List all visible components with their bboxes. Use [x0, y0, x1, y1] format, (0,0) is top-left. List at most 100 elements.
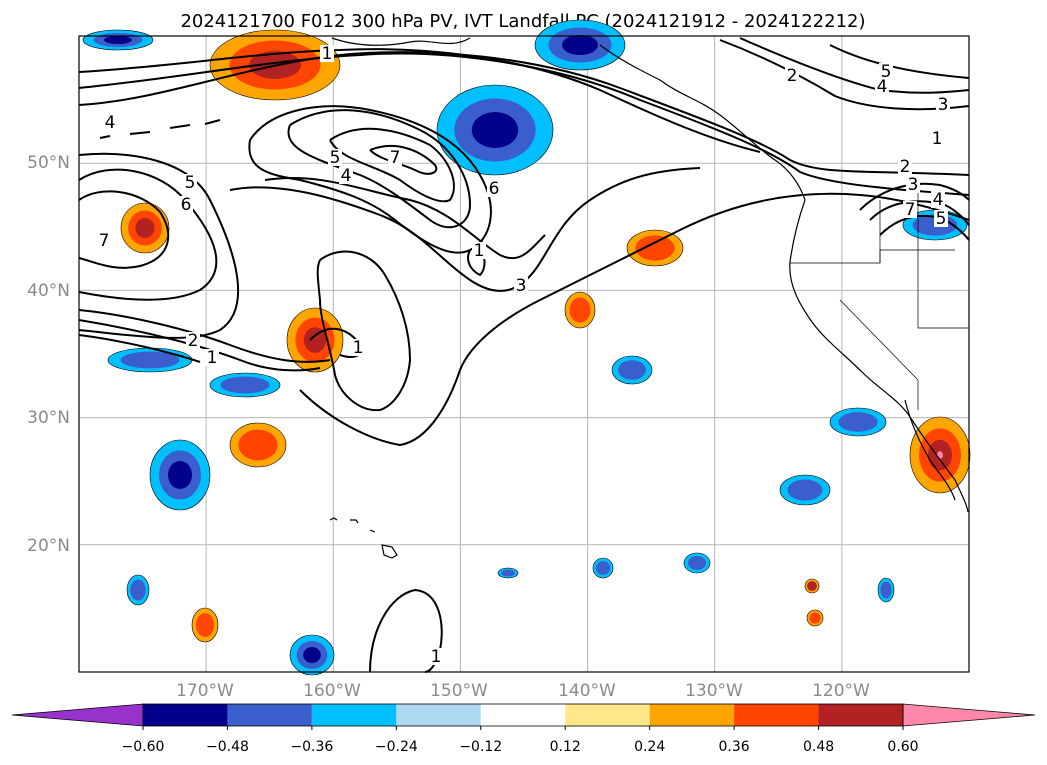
colorbar-segment — [734, 704, 819, 726]
colorbar-tick-label: −0.24 — [375, 739, 418, 755]
lon-label: 120°W — [812, 681, 870, 701]
lat-label: 20°N — [27, 536, 70, 556]
colorbar-segment — [396, 704, 481, 726]
contour-label: 7 — [390, 148, 401, 168]
anomaly-blob — [104, 36, 132, 44]
contour-label-bg — [898, 158, 912, 175]
contour-label: 6 — [181, 195, 192, 215]
anomaly-blob — [120, 351, 180, 369]
anomaly-blob — [787, 479, 823, 501]
contour-label: 5 — [881, 62, 892, 82]
anomaly-blob — [687, 556, 707, 570]
colorbar-extend-low — [11, 703, 144, 727]
contour-label: 5 — [185, 173, 196, 193]
contour-label: 2 — [188, 331, 199, 351]
colorbar-tick-label: 0.48 — [803, 739, 834, 755]
contour-label: 4 — [341, 166, 352, 186]
contour-label-bg — [320, 45, 334, 62]
anomaly-blob — [303, 327, 327, 353]
colorbar-tick-label: −0.48 — [206, 739, 249, 755]
lat-label: 40°N — [27, 281, 70, 301]
anomaly-blob — [562, 35, 598, 55]
contour-label-bg — [388, 149, 402, 166]
colorbar-tick-label: 0.36 — [719, 739, 750, 755]
contour-label: 4 — [933, 190, 944, 210]
anomaly-blob — [135, 218, 155, 238]
contour-label-bg — [903, 201, 917, 218]
coastline — [99, 37, 969, 559]
colorbar-ticks: −0.60 −0.48 −0.36 −0.24 −0.12 0.12 0.24 0.36 0.4… — [122, 726, 919, 755]
contour-label: 6 — [489, 179, 500, 199]
contour-label-bg — [339, 167, 353, 184]
map-title: 2024121700 F012 300 hPa PV, IVT Landfall… — [180, 11, 865, 32]
colorbar-tick-label: −0.60 — [122, 739, 165, 755]
anomaly-fills — [82, 19, 971, 676]
contour-label: 1 — [322, 44, 333, 64]
contour-label: 3 — [938, 95, 949, 115]
contour-label: 7 — [99, 231, 110, 251]
colorbar-tick-label: −0.12 — [459, 739, 502, 755]
contour-label: 1 — [431, 647, 442, 667]
colorbar-segment — [649, 704, 735, 726]
contour-label-bg — [97, 232, 111, 249]
lat-label: 30°N — [27, 408, 70, 428]
anomaly-blob — [195, 613, 215, 637]
lon-label: 160°W — [303, 681, 361, 701]
lon-label: 140°W — [558, 681, 616, 701]
colorbar-segment — [311, 704, 397, 726]
colorbar-segment — [818, 704, 903, 726]
contour-label: 7 — [905, 200, 916, 220]
contour-label-bg — [875, 78, 889, 95]
anomaly-blob — [501, 569, 515, 577]
anomaly-blob — [596, 561, 610, 575]
anomaly-blob — [130, 579, 146, 601]
contour-label-bg — [936, 96, 950, 113]
contour-label-bg — [351, 339, 365, 356]
colorbar — [11, 703, 1036, 727]
contour-label-bg — [930, 130, 944, 147]
contour-label-bg — [785, 67, 799, 84]
contour-label-bg — [514, 277, 528, 294]
contour-label: 1 — [207, 348, 218, 368]
contour-label: 1 — [474, 241, 485, 261]
alaska-coast — [331, 37, 471, 46]
contour-label-bg — [186, 332, 200, 349]
colorbar-segment — [227, 704, 312, 726]
colorbar-tick-label: 0.60 — [887, 739, 918, 755]
lon-label: 150°W — [430, 681, 488, 701]
contour-label: 1 — [932, 129, 943, 149]
contour-label-bg — [487, 180, 501, 197]
contour-label: 5 — [330, 148, 341, 168]
anomaly-blob — [807, 581, 817, 591]
baja-coast — [904, 399, 956, 501]
anomaly-blob — [880, 581, 892, 599]
contour-label-bg — [934, 210, 948, 227]
contour-label-bg — [103, 114, 117, 131]
colorbar-tick-label: 0.12 — [550, 739, 581, 755]
anomaly-blob — [809, 612, 821, 624]
colorbar-tick-label: −0.36 — [290, 739, 333, 755]
contour-label: 2 — [787, 66, 798, 86]
contour-label: 4 — [105, 113, 116, 133]
colorbar-tick-label: 0.24 — [634, 739, 665, 755]
map-frame — [78, 35, 970, 673]
anomaly-blob — [220, 376, 270, 394]
colorbar-segment — [143, 704, 228, 726]
contour-label-bg — [429, 648, 443, 665]
contour-label-bg — [931, 191, 945, 208]
anomaly-blob — [618, 360, 646, 380]
contour-label-bg — [906, 176, 920, 193]
anomaly-blob — [838, 412, 878, 432]
anomaly-blob — [168, 461, 192, 489]
contour-label: 3 — [516, 276, 527, 296]
lat-label: 50°N — [27, 153, 70, 173]
contour-label-bg — [205, 349, 219, 366]
contour-label-bg — [328, 149, 342, 166]
anomaly-blob — [238, 429, 278, 461]
contour-label: 3 — [908, 175, 919, 195]
contour-label-bg — [472, 242, 486, 259]
contour-label: 2 — [900, 157, 911, 177]
contour-label-bg — [879, 63, 893, 80]
contour-label-bg — [179, 196, 193, 213]
